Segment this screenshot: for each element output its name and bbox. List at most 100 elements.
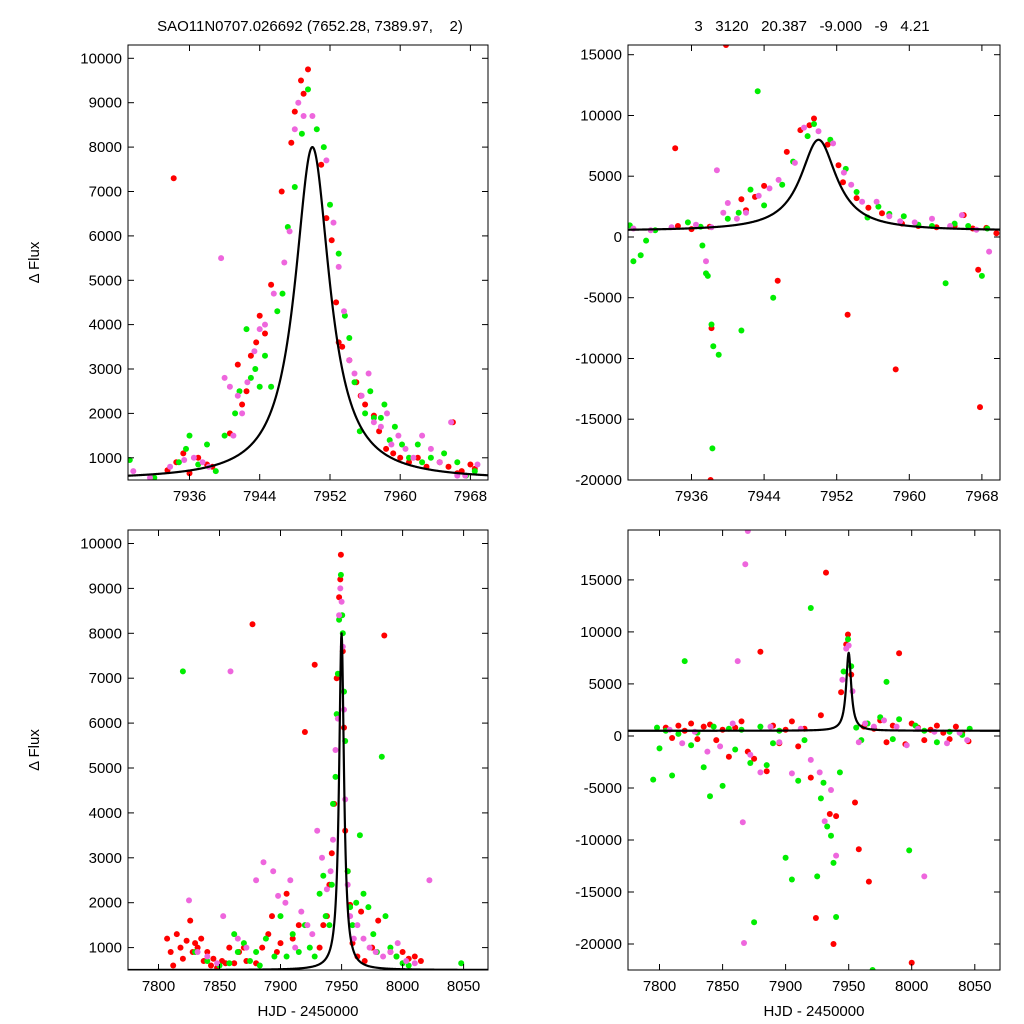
data-point-series-3 <box>335 263 342 270</box>
y-tick-label: 9000 <box>89 95 122 112</box>
x-tick-label: 7952 <box>820 488 853 505</box>
data-point-series-1 <box>318 161 325 168</box>
data-point-series-3 <box>929 215 935 222</box>
data-point-series-2 <box>336 616 343 623</box>
plot-frame <box>627 529 1001 971</box>
data-point-series-3 <box>830 140 837 147</box>
data-point-series-3 <box>262 321 268 328</box>
data-point-series-3 <box>327 868 334 875</box>
data-point-series-3 <box>821 818 828 825</box>
y-tick-label: 10000 <box>580 624 622 641</box>
x-tick-label: 7968 <box>454 488 487 505</box>
data-point-series-2 <box>427 454 434 461</box>
data-point-series-3 <box>788 770 795 777</box>
y-axis-label: Δ Flux <box>26 241 43 283</box>
data-point-series-2 <box>306 944 313 951</box>
panel-top-right: 7936 7944 7952 7960 7968 -20000 -15000 -10000 -5… <box>575 44 1001 505</box>
data-point-series-2 <box>814 873 821 880</box>
data-point-series-2 <box>978 272 985 279</box>
data-point-series-2 <box>313 126 320 133</box>
data-point-series-1 <box>361 958 368 964</box>
data-points <box>128 66 481 480</box>
data-point-series-3 <box>309 113 316 119</box>
x-tick-label: 7950 <box>325 978 358 995</box>
data-point-series-1 <box>333 299 340 306</box>
data-point-series-3 <box>411 960 418 967</box>
data-point-series-3 <box>807 756 814 763</box>
data-point-series-3 <box>703 258 709 265</box>
data-point-series-1 <box>812 915 819 921</box>
data-point-series-2 <box>782 854 789 861</box>
data-point-series-3 <box>911 219 918 226</box>
data-point-series-1 <box>751 755 758 762</box>
data-point-series-2 <box>195 461 202 468</box>
data-point-series-3 <box>130 468 137 475</box>
data-point-series-2 <box>820 779 827 786</box>
data-point-series-1 <box>865 204 872 211</box>
data-point-series-1 <box>177 944 184 951</box>
data-point-series-3 <box>260 859 267 866</box>
data-point-series-3 <box>734 658 741 665</box>
data-point-series-3 <box>341 308 347 315</box>
data-point-series-2 <box>630 258 637 265</box>
data-point-series-3 <box>801 124 807 131</box>
data-point-series-1 <box>183 937 190 944</box>
data-point-series-1 <box>417 958 424 964</box>
plot-frame <box>627 44 1001 481</box>
data-point-series-3 <box>281 259 288 266</box>
x-tick-label: 7800 <box>142 978 175 995</box>
data-point-series-3 <box>220 913 227 920</box>
data-point-series-1 <box>170 962 177 969</box>
data-point-series-3 <box>704 748 711 755</box>
data-point-series-2 <box>933 739 940 746</box>
data-point-series-1 <box>173 931 180 938</box>
data-point-series-1 <box>383 445 390 452</box>
x-tick-label: 7950 <box>832 978 865 995</box>
data-point-series-1 <box>295 922 302 929</box>
data-point-series-2 <box>370 931 377 938</box>
data-point-series-2 <box>719 782 726 789</box>
data-point-series-2 <box>889 736 896 743</box>
data-point-series-1 <box>210 955 217 962</box>
data-point-series-2 <box>942 280 949 287</box>
data-point-series-2 <box>236 388 243 395</box>
data-point-series-3 <box>181 457 188 463</box>
data-point-series-3 <box>366 944 373 951</box>
data-point-series-1 <box>339 343 346 350</box>
data-point-series-2 <box>801 737 808 744</box>
data-point-series-1 <box>675 722 682 729</box>
data-point-series-2 <box>247 374 254 381</box>
data-point-series-3 <box>351 370 358 377</box>
data-point-series-2 <box>362 410 369 417</box>
data-point-series-2 <box>757 723 764 730</box>
data-point-series-3 <box>724 200 731 206</box>
data-point-series-1 <box>806 122 813 129</box>
data-point-series-2 <box>365 904 372 911</box>
data-point-series-2 <box>675 730 682 737</box>
data-point-series-3 <box>377 423 384 430</box>
data-point-series-3 <box>743 209 749 216</box>
x-tick-label: 7936 <box>173 488 206 505</box>
data-point-series-2 <box>454 459 461 466</box>
data-point-series-2 <box>330 800 336 807</box>
data-point-series-1 <box>411 953 418 960</box>
y-tick-label: -5000 <box>584 780 622 797</box>
data-point-series-1 <box>283 890 290 897</box>
x-tick-label: 8050 <box>958 978 991 995</box>
data-point-series-2 <box>761 202 768 209</box>
data-point-series-1 <box>725 753 732 760</box>
fit-curve <box>628 651 1000 732</box>
x-tick-label: 7850 <box>203 978 236 995</box>
data-point-series-3 <box>270 868 277 875</box>
data-point-series-1 <box>795 743 802 750</box>
data-point-series-2 <box>320 144 327 151</box>
data-point-series-1 <box>833 813 840 820</box>
fit-curve <box>128 632 488 970</box>
data-point-series-1 <box>414 454 421 461</box>
data-point-series-1 <box>278 188 285 195</box>
data-point-series-3 <box>380 953 387 960</box>
data-point-series-3 <box>253 877 260 884</box>
y-tick-label: 5000 <box>589 676 622 693</box>
data-point-series-1 <box>738 718 745 725</box>
data-point-series-3 <box>448 419 455 426</box>
